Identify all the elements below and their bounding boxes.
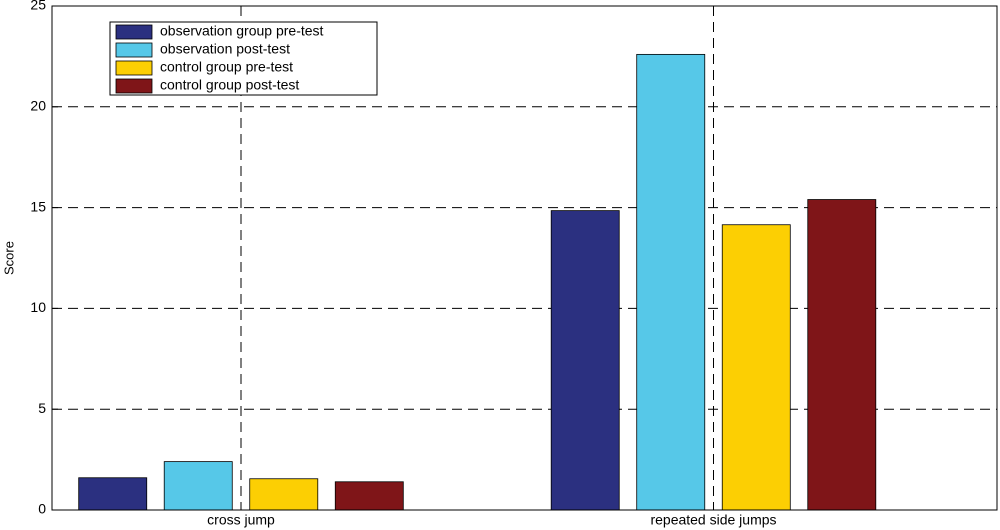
legend-swatch xyxy=(115,60,153,76)
y-tick-label: 5 xyxy=(38,400,46,416)
legend-label: observation group pre-test xyxy=(160,23,324,39)
y-tick-label: 20 xyxy=(30,98,46,114)
legend-box xyxy=(109,21,378,96)
bar xyxy=(249,478,319,511)
y-tick-label: 15 xyxy=(30,198,46,214)
bar xyxy=(550,210,620,511)
y-axis-label: Score xyxy=(1,241,16,275)
y-tick-label: 10 xyxy=(30,299,46,315)
legend-label: observation post-test xyxy=(160,41,290,57)
bar xyxy=(807,199,877,511)
legend-swatch xyxy=(115,24,153,40)
y-tick-label: 0 xyxy=(38,501,46,517)
legend-label: control group pre-test xyxy=(160,59,293,75)
bar xyxy=(78,477,148,511)
bar xyxy=(334,481,404,511)
legend-label: control group post-test xyxy=(160,77,299,93)
bar xyxy=(721,224,791,511)
x-tick-label: cross jump xyxy=(207,512,275,528)
legend-swatch xyxy=(115,78,153,94)
bar xyxy=(636,53,706,511)
plot-frame xyxy=(51,5,998,511)
y-tick-label: 25 xyxy=(30,0,46,13)
bar xyxy=(163,461,233,511)
legend-swatch xyxy=(115,42,153,58)
x-tick-label: repeated side jumps xyxy=(650,512,776,528)
